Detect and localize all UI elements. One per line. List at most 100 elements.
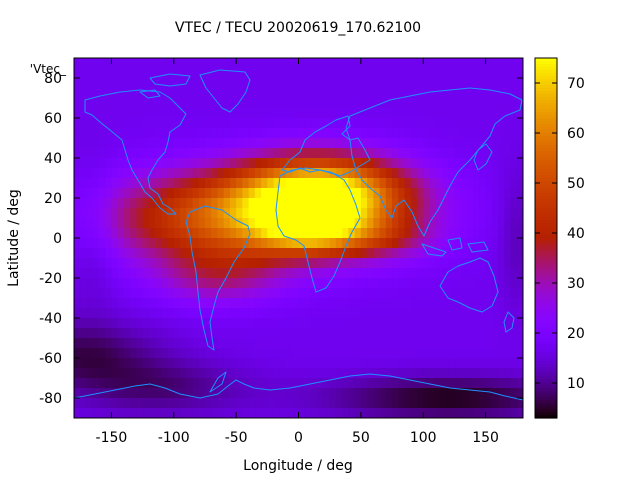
heatmap-cell [510, 78, 518, 89]
heatmap-cell [236, 148, 243, 159]
heatmap-cell [161, 378, 169, 389]
heatmap-cell [392, 88, 399, 99]
heatmap-cell [86, 368, 94, 379]
heatmap-cell [130, 108, 137, 119]
heatmap-cell [348, 78, 356, 89]
key-label: 'Vtec_ [30, 62, 67, 76]
heatmap-cell [229, 278, 237, 289]
heatmap-cell [441, 328, 449, 339]
heatmap-cell [435, 208, 443, 219]
heatmap-cell [86, 218, 94, 229]
heatmap-cell [223, 98, 231, 109]
heatmap-cell [86, 318, 94, 329]
colorbar-segment [535, 199, 557, 203]
heatmap-cell [454, 188, 462, 199]
heatmap-cell [485, 288, 493, 299]
heatmap-cell [74, 318, 81, 329]
heatmap-cell [217, 138, 225, 149]
heatmap-cell [229, 88, 237, 99]
heatmap-cell [192, 278, 200, 289]
heatmap-cell [416, 388, 424, 399]
heatmap-cell [398, 398, 406, 409]
heatmap-cell [323, 388, 331, 399]
heatmap-cell [136, 378, 144, 389]
heatmap-cell [261, 168, 268, 179]
heatmap-cell [161, 108, 169, 119]
heatmap-cell [342, 258, 349, 269]
heatmap-cell [117, 228, 125, 239]
heatmap-cell [404, 58, 412, 69]
heatmap-cell [217, 378, 225, 389]
heatmap-cell [217, 158, 225, 169]
heatmap-cell [80, 98, 88, 109]
heatmap-cell [279, 168, 287, 179]
heatmap-cell [435, 348, 443, 359]
heatmap-cell [111, 378, 119, 389]
colorbar-segment [535, 268, 557, 272]
heatmap-cell [267, 328, 275, 339]
heatmap-cell [279, 378, 287, 389]
colorbar-segment [535, 274, 557, 278]
heatmap-cell [236, 388, 243, 399]
colorbar-segment [535, 109, 557, 113]
heatmap-cell [136, 158, 144, 169]
heatmap-cell [329, 188, 337, 199]
heatmap-cell [304, 98, 312, 109]
heatmap-cell [254, 318, 262, 329]
heatmap-cell [504, 368, 512, 379]
heatmap-cell [117, 58, 125, 69]
heatmap-cell [479, 308, 487, 319]
heatmap-cell [416, 108, 424, 119]
heatmap-cell [74, 68, 81, 79]
heatmap-cell [204, 258, 212, 269]
heatmap-cell [98, 248, 106, 259]
heatmap-cell [217, 308, 225, 319]
heatmap-cell [329, 178, 337, 189]
heatmap-cell [273, 138, 281, 149]
heatmap-cell [267, 308, 275, 319]
heatmap-cell [248, 118, 256, 129]
heatmap-cell [448, 398, 456, 409]
heatmap-cell [404, 128, 412, 139]
heatmap-cell [466, 188, 474, 199]
heatmap-cell [466, 258, 474, 269]
heatmap-cell [273, 338, 281, 349]
heatmap-cell [342, 188, 349, 199]
heatmap-cell [310, 408, 318, 418]
heatmap-cell [229, 128, 237, 139]
heatmap-cell [292, 98, 300, 109]
heatmap-cell [491, 88, 499, 99]
heatmap-cell [416, 338, 424, 349]
heatmap-cell [323, 268, 331, 279]
heatmap-cell [460, 278, 468, 289]
heatmap-cell [198, 378, 206, 389]
heatmap-cell [360, 358, 368, 369]
heatmap-cell [379, 88, 387, 99]
heatmap-cell [98, 58, 106, 69]
heatmap-cell [292, 88, 300, 99]
heatmap-cell [279, 348, 287, 359]
heatmap-cell [435, 188, 443, 199]
colorbar-segment [535, 127, 557, 131]
heatmap-cell [404, 108, 412, 119]
heatmap-cell [217, 398, 225, 409]
heatmap-cell [211, 398, 219, 409]
heatmap-cell [360, 228, 368, 239]
heatmap-cell [142, 368, 150, 379]
heatmap-cell [123, 378, 131, 389]
heatmap-cell [441, 308, 449, 319]
heatmap-cell [273, 118, 281, 129]
heatmap-cell [385, 58, 393, 69]
heatmap-cell [173, 248, 181, 259]
heatmap-cell [329, 228, 337, 239]
heatmap-cell [267, 108, 275, 119]
heatmap-cell [466, 138, 474, 149]
heatmap-cell [491, 248, 499, 259]
heatmap-cell [323, 98, 331, 109]
heatmap-cell [373, 398, 381, 409]
heatmap-cell [254, 378, 262, 389]
heatmap-cell [516, 218, 523, 229]
heatmap-cell [111, 68, 119, 79]
heatmap-cell [155, 268, 162, 279]
heatmap-cell [242, 128, 250, 139]
